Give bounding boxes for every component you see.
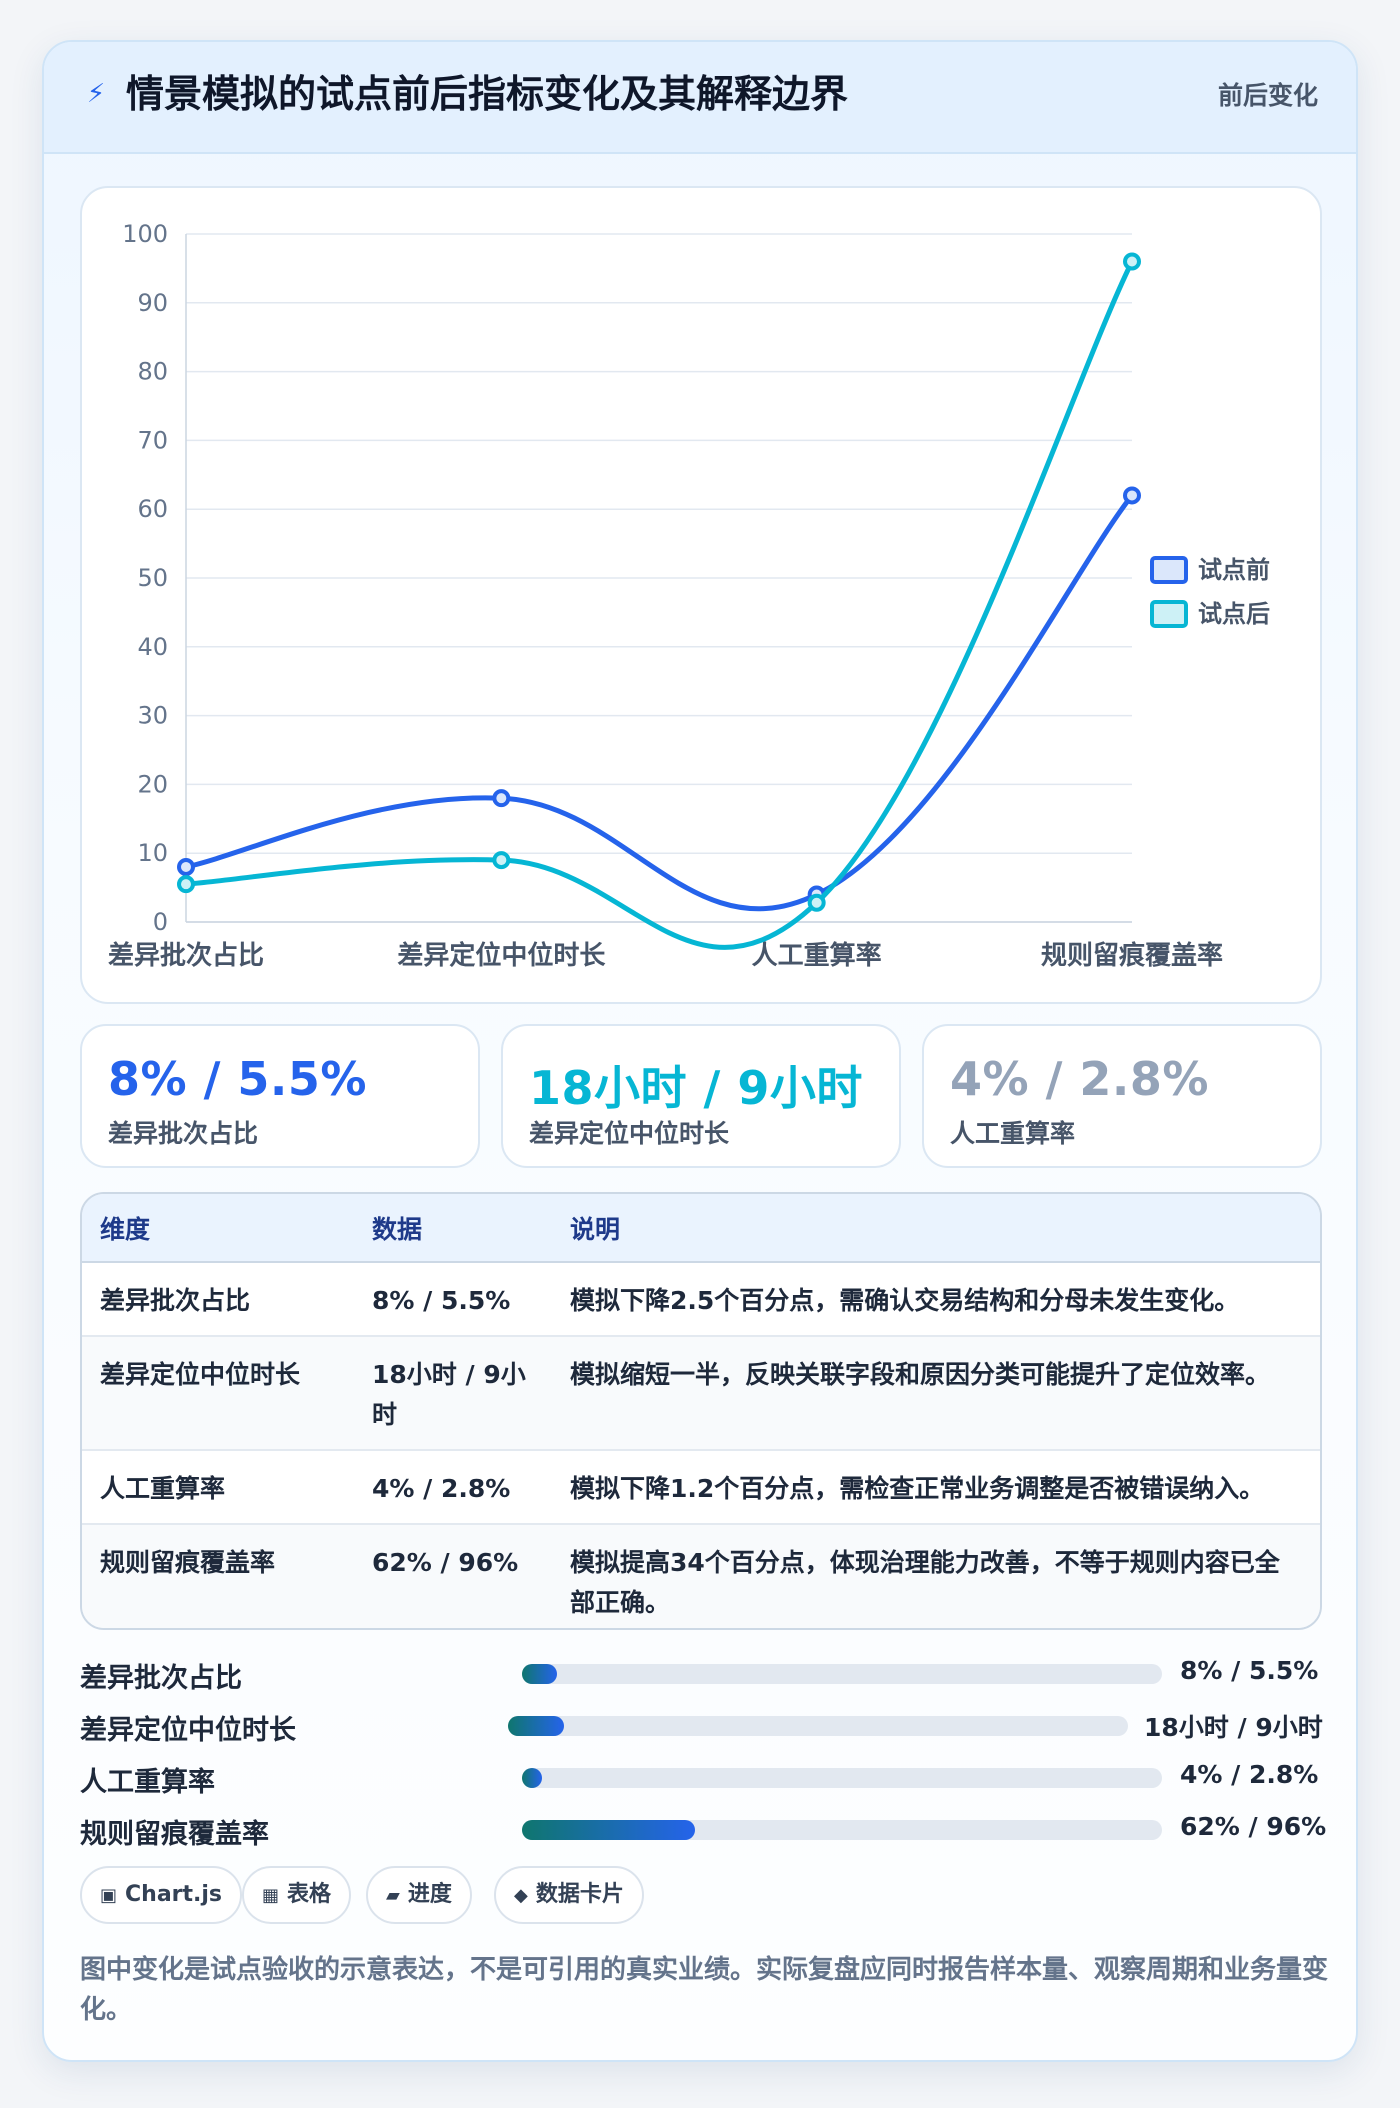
progress-label: 人工重算率 [80,1767,215,1798]
y-tick-label: 0 [153,908,168,936]
y-tick-label: 90 [137,289,168,317]
cell-data: 62% / 96% [372,1548,519,1577]
cell-note: 模拟提高34个百分点，体现治理能力改善，不等于规则内容已全部正确。 [570,1548,1280,1617]
column-header-data: 数据 [354,1194,552,1263]
progress-fill [522,1768,542,1788]
chart-icon: ▣ [100,1885,118,1906]
legend-swatch [1150,556,1188,584]
table-row: 差异定位中位时长 18小时 / 9小时 模拟缩短一半，反映关联字段和原因分类可能… [82,1336,1320,1451]
y-tick-label: 20 [137,770,168,798]
table-header-row: 维度 数据 说明 [82,1194,1320,1263]
table-icon: ▦ [262,1885,280,1906]
card-icon: ◆ [514,1885,528,1906]
cell-data: 8% / 5.5% [354,1262,552,1337]
series-line-1 [183,492,1135,911]
stat-value: 18小时 / 9小时 [529,1061,863,1115]
cell-dimension: 差异批次占比 [82,1262,354,1337]
y-tick-label: 40 [137,633,168,661]
x-tick-label: 人工重算率 [752,940,882,971]
cell-dimension: 差异定位中位时长 [82,1336,354,1451]
stat-card-recalc-rate: 4% / 2.8% 人工重算率 [922,1024,1322,1168]
progress-label: 规则留痕覆盖率 [80,1819,269,1850]
stat-label: 人工重算率 [950,1119,1076,1148]
cell-note: 模拟下降2.5个百分点，需确认交易结构和分母未发生变化。 [552,1262,1320,1337]
progress-label: 差异定位中位时长 [80,1715,296,1746]
stat-label: 差异定位中位时长 [529,1119,730,1148]
chip-progress[interactable]: ▰ 进度 [366,1866,472,1924]
line-chart-panel: 0 10 20 30 40 50 60 70 80 90 100 差异批次占比 差异定位中位时长 人工重算… [80,186,1322,1004]
data-point [492,789,511,808]
data-point [1123,486,1141,505]
lightning-icon: ⚡ [86,79,106,109]
progress-track [508,1716,1128,1736]
table-row: 人工重算率 4% / 2.8% 模拟下降1.2个百分点，需检查正常业务调整是否被… [82,1450,1320,1525]
progress-row-diff-ratio: 差异批次占比 8% / 5.5% [80,1654,1340,1694]
data-point [177,875,195,894]
y-tick-label: 30 [137,702,168,730]
data-point [177,857,195,876]
progress-value: 18小时 / 9小时 [1144,1713,1323,1742]
progress-fill [508,1716,564,1736]
progress-fill [522,1820,695,1840]
progress-row-trace-coverage: 规则留痕覆盖率 62% / 96% [80,1810,1340,1850]
footer-note: 图中变化是试点验收的示意表达，不是可引用的真实业绩。实际复盘应同时报告样本量、观… [80,1955,1329,2025]
data-point [807,893,826,912]
progress-fill [522,1664,558,1684]
data-point [1123,252,1141,271]
y-tick-label: 60 [137,495,168,523]
progress-track [522,1664,1162,1684]
legend-label: 试点后 [1198,600,1270,628]
stat-card-diff-ratio: 8% / 5.5% 差异批次占比 [80,1024,480,1168]
y-tick-label: 50 [137,564,168,592]
metrics-table: 维度 数据 说明 差异批次占比 8% / 5.5% 模拟下降2.5个百分点，需确… [80,1192,1322,1630]
chip-data-card[interactable]: ◆ 数据卡片 [494,1866,644,1924]
stat-value: 4% / 2.8% [950,1052,1210,1106]
header-badge: 前后变化 [1217,81,1318,110]
progress-row-locate-time: 差异定位中位时长 18小时 / 9小时 [80,1706,1340,1746]
cell-dimension: 规则留痕覆盖率 [100,1548,276,1577]
table-row: 差异批次占比 8% / 5.5% 模拟下降2.5个百分点，需确认交易结构和分母未… [82,1262,1320,1337]
progress-row-recalc-rate: 人工重算率 4% / 2.8% [80,1758,1340,1798]
line-chart: 0 10 20 30 40 50 60 70 80 90 100 差异批次占比 差异定位中位时长 人工重算… [108,220,1270,971]
x-tick-label: 规则留痕覆盖率 [1041,940,1223,971]
table-row: 规则留痕覆盖率 62% / 96% 模拟提高34个百分点，体现治理能力改善，不等… [82,1524,1320,1628]
chip-table[interactable]: ▦ 表格 [242,1866,352,1924]
chip-label: Chart.js [125,1882,223,1907]
chip-label: 进度 [407,1882,452,1907]
page-title: 情景模拟的试点前后指标变化及其解释边界 [126,72,849,116]
stat-value: 8% / 5.5% [108,1052,368,1106]
stat-card-locate-time: 18小时 / 9小时 差异定位中位时长 [501,1024,901,1168]
y-tick-label: 100 [122,220,168,248]
column-header-note: 说明 [552,1194,1320,1263]
report-card: ⚡ 情景模拟的试点前后指标变化及其解释边界 前后变化 0 10 20 30 40 50 60… [42,40,1358,2062]
progress-value: 8% / 5.5% [1180,1656,1319,1685]
chip-label: 数据卡片 [535,1882,624,1907]
stat-label: 差异批次占比 [108,1119,259,1148]
progress-label: 差异批次占比 [80,1663,242,1694]
progress-value: 4% / 2.8% [1180,1760,1319,1789]
cell-data: 18小时 / 9小时 [354,1336,552,1451]
x-tick-label: 差异批次占比 [108,940,264,971]
progress-value: 62% / 96% [1180,1812,1327,1841]
progress-icon: ▰ [386,1885,400,1906]
y-tick-label: 10 [137,839,168,867]
legend-label: 试点前 [1198,556,1270,584]
cell-note: 模拟下降1.2个百分点，需检查正常业务调整是否被错误纳入。 [552,1450,1320,1525]
chip-chartjs[interactable]: ▣ Chart.js [80,1866,243,1924]
progress-track [522,1768,1162,1788]
chip-label: 表格 [287,1882,332,1907]
y-tick-label: 80 [137,358,168,386]
column-header-dimension: 维度 [82,1194,354,1263]
progress-track [522,1820,1162,1840]
cell-note: 模拟缩短一半，反映关联字段和原因分类可能提升了定位效率。 [552,1336,1320,1451]
card-header: ⚡ 情景模拟的试点前后指标变化及其解释边界 前后变化 [44,42,1356,154]
y-tick-label: 70 [137,426,168,454]
data-point [492,851,511,870]
cell-dimension: 人工重算率 [82,1450,354,1525]
series-line-2 [183,259,1135,950]
x-tick-label: 差异定位中位时长 [397,940,606,971]
cell-data: 4% / 2.8% [354,1450,552,1525]
legend-swatch [1150,600,1188,628]
